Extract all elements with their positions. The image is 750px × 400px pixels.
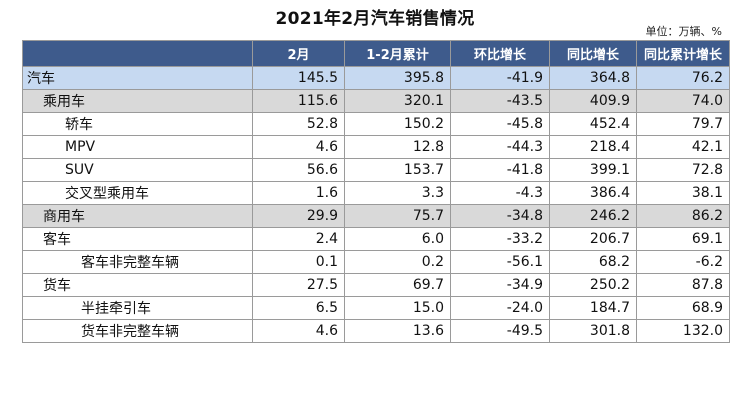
table-cell: 42.1 xyxy=(636,135,730,159)
table-cell: 15.0 xyxy=(344,296,451,320)
table-header-row: 2月 1-2月累计 环比增长 同比增长 同比累计增长 xyxy=(22,40,730,67)
row-label: 半挂牵引车 xyxy=(22,296,253,320)
table-cell: 29.9 xyxy=(252,204,345,228)
table-cell: 27.5 xyxy=(252,273,345,297)
table-row: SUV 56.6 153.7 -41.8 399.1 72.8 xyxy=(22,158,730,182)
row-label: 货车非完整车辆 xyxy=(22,319,253,343)
header-cell-feb: 2月 xyxy=(252,40,345,67)
table-cell: -24.0 xyxy=(450,296,550,320)
table-cell: -41.8 xyxy=(450,158,550,182)
table-cell: 68.2 xyxy=(549,250,637,274)
table-cell: -41.9 xyxy=(450,66,550,90)
row-label: 客车 xyxy=(22,227,253,251)
table-cell: 150.2 xyxy=(344,112,451,136)
table-cell: 206.7 xyxy=(549,227,637,251)
header-cell-cumulative: 1-2月累计 xyxy=(344,40,451,67)
table-cell: 0.2 xyxy=(344,250,451,274)
table-cell: -43.5 xyxy=(450,89,550,113)
table-cell: -44.3 xyxy=(450,135,550,159)
table-cell: 79.7 xyxy=(636,112,730,136)
table-cell: 6.0 xyxy=(344,227,451,251)
table-cell: 386.4 xyxy=(549,181,637,205)
table-body: 汽车 145.5 395.8 -41.9 364.8 76.2 乘用车 115.6 320.1-… xyxy=(22,66,730,343)
header-cell-yoy-cumulative-growth: 同比累计增长 xyxy=(636,40,730,67)
table-cell: 0.1 xyxy=(252,250,345,274)
table-cell: 6.5 xyxy=(252,296,345,320)
table-cell: 12.8 xyxy=(344,135,451,159)
table-cell: 68.9 xyxy=(636,296,730,320)
table-cell: 86.2 xyxy=(636,204,730,228)
table-cell: 74.0 xyxy=(636,89,730,113)
table-cell: -34.9 xyxy=(450,273,550,297)
table-cell: 115.6 xyxy=(252,89,345,113)
table-row: 客车 2.4 6.0 -33.2 206.7 69.1 xyxy=(22,227,730,251)
row-label: 汽车 xyxy=(22,66,253,90)
table-cell: 4.6 xyxy=(252,319,345,343)
table-cell: 153.7 xyxy=(344,158,451,182)
row-label: 商用车 xyxy=(22,204,253,228)
table-row: 货车 27.5 69.7 -34.9 250.2 87.8 xyxy=(22,273,730,297)
table-row: MPV 4.6 12.8 -44.3 218.4 42.1 xyxy=(22,135,730,159)
header-cell-yoy-growth: 同比增长 xyxy=(549,40,637,67)
table-cell: 320.1 xyxy=(344,89,451,113)
table-cell: 145.5 xyxy=(252,66,345,90)
table-cell: 3.3 xyxy=(344,181,451,205)
sales-table: 2月 1-2月累计 环比增长 同比增长 同比累计增长 汽车 145.5 395.8-… xyxy=(22,40,730,343)
table-row: 轿车 52.8 150.2 -45.8 452.4 79.7 xyxy=(22,112,730,136)
row-label: 乘用车 xyxy=(22,89,253,113)
header-cell-mom-growth: 环比增长 xyxy=(450,40,550,67)
table-cell: -56.1 xyxy=(450,250,550,274)
table-cell: 2.4 xyxy=(252,227,345,251)
table-cell: 76.2 xyxy=(636,66,730,90)
table-row: 半挂牵引车 6.5 15.0 -24.0 184.7 68.9 xyxy=(22,296,730,320)
table-cell: -33.2 xyxy=(450,227,550,251)
table-cell: 301.8 xyxy=(549,319,637,343)
header-cell-label xyxy=(22,40,253,67)
table-row: 交叉型乘用车 1.6 3.3 -4.3 386.4 38.1 xyxy=(22,181,730,205)
row-label: 轿车 xyxy=(22,112,253,136)
row-label: MPV xyxy=(22,135,253,159)
table-cell: 399.1 xyxy=(549,158,637,182)
row-label: 交叉型乘用车 xyxy=(22,181,253,205)
table-cell: 87.8 xyxy=(636,273,730,297)
table-cell: 1.6 xyxy=(252,181,345,205)
table-cell: 4.6 xyxy=(252,135,345,159)
table-cell: -49.5 xyxy=(450,319,550,343)
table-row: 客车非完整车辆 0.1 0.2 -56.1 68.2 -6.2 xyxy=(22,250,730,274)
page-title: 2021年2月汽车销售情况 xyxy=(275,9,475,29)
row-label: SUV xyxy=(22,158,253,182)
table-cell: 184.7 xyxy=(549,296,637,320)
table-cell: 250.2 xyxy=(549,273,637,297)
row-label: 货车 xyxy=(22,273,253,297)
table-cell: -34.8 xyxy=(450,204,550,228)
table-row: 货车非完整车辆 4.6 13.6 -49.5 301.8 132.0 xyxy=(22,319,730,343)
table-cell: -45.8 xyxy=(450,112,550,136)
table-cell: 56.6 xyxy=(252,158,345,182)
table-row: 商用车 29.9 75.7 -34.8 246.2 86.2 xyxy=(22,204,730,228)
table-cell: 69.1 xyxy=(636,227,730,251)
table-cell: -6.2 xyxy=(636,250,730,274)
table-cell: 364.8 xyxy=(549,66,637,90)
row-label: 客车非完整车辆 xyxy=(22,250,253,274)
table-cell: 409.9 xyxy=(549,89,637,113)
table-cell: 246.2 xyxy=(549,204,637,228)
table-cell: 38.1 xyxy=(636,181,730,205)
unit-note: 单位：万辆、% xyxy=(645,25,722,38)
table-cell: 13.6 xyxy=(344,319,451,343)
table-cell: -4.3 xyxy=(450,181,550,205)
table-cell: 395.8 xyxy=(344,66,451,90)
table-cell: 218.4 xyxy=(549,135,637,159)
table-row: 汽车 145.5 395.8 -41.9 364.8 76.2 xyxy=(22,66,730,90)
table-cell: 69.7 xyxy=(344,273,451,297)
table-cell: 75.7 xyxy=(344,204,451,228)
table-cell: 452.4 xyxy=(549,112,637,136)
table-cell: 72.8 xyxy=(636,158,730,182)
table-row: 乘用车 115.6 320.1 -43.5 409.9 74.0 xyxy=(22,89,730,113)
table-cell: 52.8 xyxy=(252,112,345,136)
table-cell: 132.0 xyxy=(636,319,730,343)
